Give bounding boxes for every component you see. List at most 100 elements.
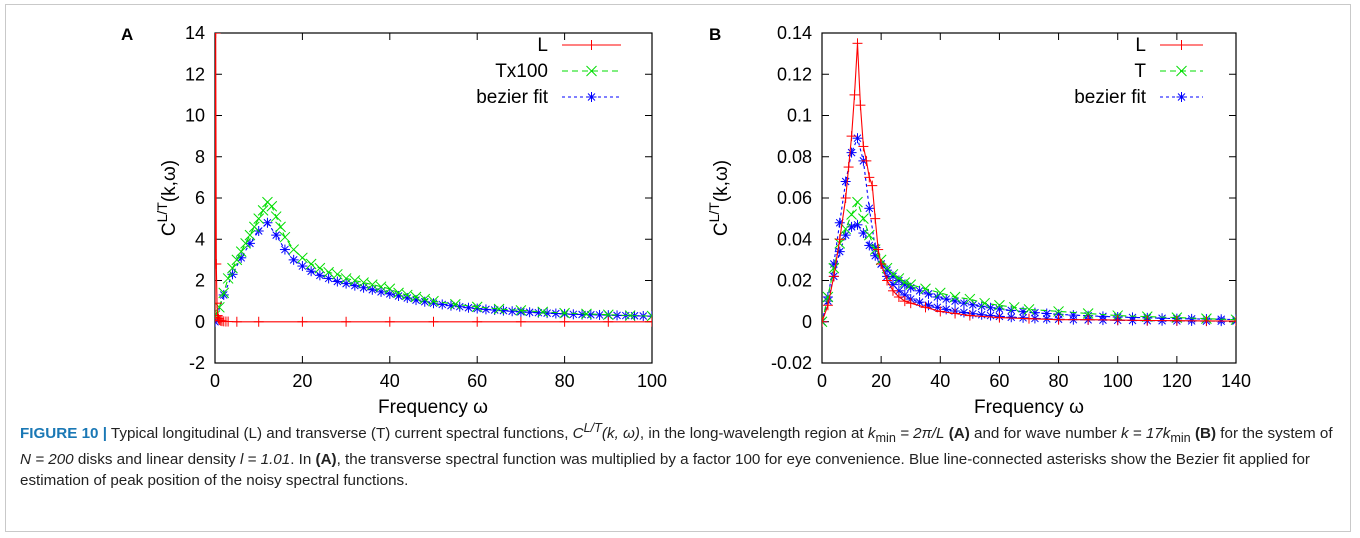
x-axis-label: Frequency ω [378,397,488,418]
caption-math-sup: L/T [583,421,602,435]
marker-stroke [289,256,298,264]
marker-stroke [822,321,828,328]
data-point [822,300,833,311]
marker-stroke [257,205,269,216]
data-point [358,277,369,288]
marker-stroke [853,134,862,143]
marker-stroke [934,287,946,299]
data-point [905,279,917,290]
data-point [887,268,899,280]
marker-stroke [1230,318,1236,326]
caption-text: and for wave number [969,425,1121,443]
marker-stroke [375,281,387,293]
data-point [949,291,961,303]
data-point [559,307,570,319]
caption-math: N = 200 [20,451,74,469]
x-tick-label: 0 [817,371,827,391]
marker-stroke [1082,308,1094,319]
y-tick-label: 0 [802,312,812,332]
data-point [834,246,845,257]
marker-stroke [248,221,260,233]
marker-stroke [384,283,396,295]
marker-stroke [473,304,482,313]
data-point [248,221,260,233]
data-point [985,310,996,321]
data-point [646,310,652,322]
data-point [437,299,448,310]
data-point [498,305,509,316]
caption-math: k = 17k [1120,425,1171,443]
legend-label: bezier fit [1074,87,1147,108]
marker-stroke [1008,301,1020,313]
marker-stroke [281,245,289,254]
data-point [393,287,404,299]
marker-stroke [895,286,903,295]
data-point [235,246,247,257]
marker-stroke [906,283,915,292]
marker-stroke [977,310,986,319]
marker-stroke [499,306,508,315]
data-point [480,304,491,315]
data-point [964,310,975,321]
marker-stroke [846,209,857,220]
data-point [332,268,343,280]
marker-stroke [995,305,1004,313]
y-axis-label-args: (k,ω) [711,160,732,202]
marker-stroke [1177,93,1186,101]
data-point [306,266,317,277]
series-line [215,33,652,323]
marker-stroke [887,268,899,280]
x-tick-label: 60 [467,371,487,391]
marker-stroke [586,65,597,77]
y-tick-label: 14 [185,23,205,43]
marker-stroke [559,307,570,319]
data-point [979,297,990,309]
data-point [586,92,597,102]
data-point [867,180,878,191]
data-point [858,213,869,224]
data-point [472,316,483,327]
y-tick-label: 2 [195,271,205,291]
data-point [323,266,334,278]
marker-stroke [215,301,225,313]
data-point [323,273,334,284]
data-point [840,193,851,203]
marker-stroke [552,309,560,318]
marker-stroke [219,291,228,299]
series-layer [822,38,1236,328]
marker-stroke [905,279,917,290]
x-tick-label: 20 [292,371,312,391]
marker-stroke [852,196,863,208]
marker-stroke [586,310,595,319]
data-point [341,316,352,327]
data-point [223,316,234,327]
data-point [410,291,422,303]
marker-stroke [915,286,924,295]
data-point [428,298,439,309]
data-point [215,301,225,313]
marker-stroke [865,204,874,213]
y-axis-label-sup: L/T [706,202,722,223]
data-point [882,275,893,286]
marker-stroke [272,231,281,239]
marker-stroke [900,280,909,289]
marker-stroke [332,268,343,280]
data-point [341,278,352,289]
marker-stroke [349,275,361,286]
caption-text: , the transverse spectral function was m… [20,451,1310,490]
data-point [419,293,431,305]
marker-stroke [263,218,272,227]
marker-stroke [822,316,828,323]
marker-stroke [537,306,549,318]
data-point [1176,65,1187,77]
marker-stroke [237,253,246,262]
marker-stroke [401,289,413,301]
caption-text: , in the long-wavelength region at [639,425,868,443]
marker-stroke [560,310,569,318]
marker-stroke [215,310,221,317]
legend-label: bezier fit [476,87,549,108]
caption-math-sub: min [1170,431,1191,446]
data-point [1008,301,1020,313]
